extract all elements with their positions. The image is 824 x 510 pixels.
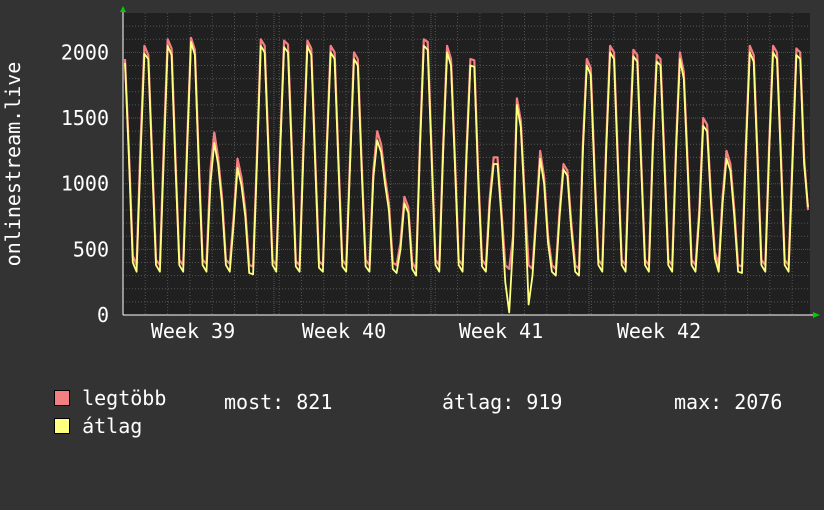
legend-label-max: legtöbb — [82, 386, 167, 410]
legend-swatch-avg — [54, 418, 71, 434]
stat-current-label: most: — [224, 390, 285, 414]
x-tick-label: Week 40 — [302, 319, 386, 343]
series-group — [123, 36, 810, 314]
series-line-avg — [124, 41, 809, 314]
y-tick-label: 2000 — [61, 40, 109, 64]
x-axis-ticks: Week 39 Week 40 Week 41 Week 42 — [151, 319, 701, 343]
x-tick-label: Week 41 — [459, 319, 543, 343]
y-axis-label: onlinestream.live — [1, 62, 25, 267]
stat-peak: max: 2076 — [674, 390, 782, 414]
stat-mean-value: 919 — [526, 390, 563, 414]
x-tick-label: Week 42 — [617, 319, 701, 343]
legend-swatch-max — [54, 390, 71, 406]
y-tick-label: 500 — [73, 237, 109, 261]
stat-mean-label: átlag: — [442, 390, 515, 414]
y-axis-ticks: 0 500 1000 1500 2000 — [61, 40, 109, 327]
stat-peak-value: 2076 — [734, 390, 783, 414]
y-tick-label: 1500 — [61, 106, 109, 130]
y-axis-arrow-icon — [120, 6, 126, 12]
y-tick-label: 0 — [97, 303, 109, 327]
legend-row-avg: átlag most: 821 átlag: 919 max: 2076 — [30, 390, 810, 510]
stat-current-value: 821 — [296, 390, 333, 414]
stat-current: most: 821 — [224, 390, 332, 414]
legend-label-avg: átlag — [82, 414, 143, 438]
stat-mean: átlag: 919 — [442, 390, 562, 414]
legend-row-max: legtöbb — [30, 362, 810, 410]
y-tick-label: 1000 — [61, 172, 109, 196]
x-axis-arrow-icon — [813, 312, 820, 318]
x-tick-label: Week 39 — [151, 319, 235, 343]
stat-peak-label: max: — [674, 390, 723, 414]
